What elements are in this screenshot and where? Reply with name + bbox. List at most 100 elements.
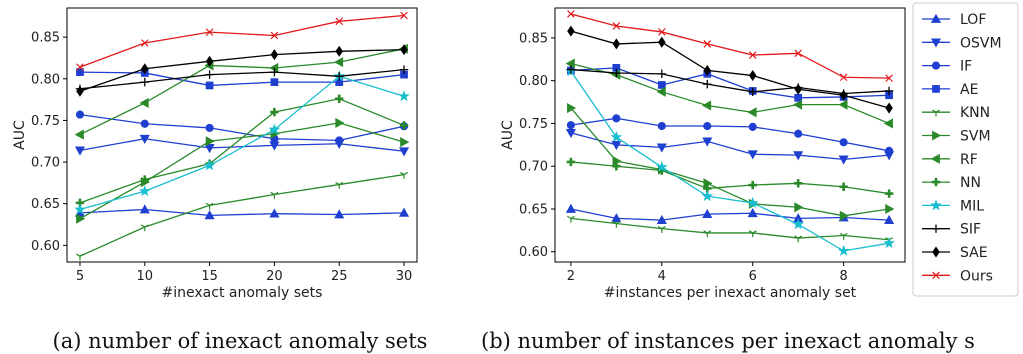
data-point [140, 39, 149, 47]
x-tick-label: 20 [266, 269, 283, 284]
legend-marker [931, 177, 941, 187]
data-point [656, 214, 667, 224]
data-point [140, 175, 149, 184]
data-point [703, 79, 712, 89]
series-line [570, 107, 890, 217]
series-line [570, 67, 890, 99]
legend-marker [931, 224, 941, 233]
series-sif [75, 65, 409, 93]
data-point [794, 83, 802, 95]
series-knn [76, 171, 408, 261]
chart-b: 2 4 6 8 0.60 0.65 0.70 0.75 0.80 0.85 #instances p… [481, 7, 975, 353]
series-osvm [565, 129, 895, 165]
legend-label: KNN [960, 105, 990, 121]
data-point [76, 85, 84, 97]
caption: (a) number of inexact anomaly sets [53, 329, 428, 353]
data-point [838, 99, 848, 110]
legend-entry-ours: Ours [922, 268, 993, 284]
data-point [333, 57, 344, 68]
series-sae [76, 44, 408, 97]
data-point [839, 232, 848, 240]
legend-marker [930, 153, 940, 164]
data-point [398, 147, 410, 157]
legend-label: SIF [960, 222, 981, 238]
legend: LOF OSVM IF AE KNN SVM RF NN MIL SIF SAE Ours [912, 2, 1019, 297]
data-point [839, 210, 849, 221]
data-point [334, 209, 345, 219]
data-point [139, 134, 150, 144]
data-point [567, 25, 575, 37]
data-point [270, 49, 279, 61]
y-axis-label: AUC [12, 120, 28, 150]
legend-label: SAE [960, 245, 988, 261]
data-point [270, 191, 279, 199]
y-tick-label: 0.70 [519, 160, 548, 175]
data-point [400, 137, 410, 148]
y-tick-label: 0.65 [31, 197, 60, 212]
data-point [140, 119, 149, 128]
data-point [839, 138, 848, 147]
data-point [74, 129, 84, 140]
series-nn [566, 157, 894, 198]
series-ours [567, 10, 893, 82]
legend-marker [932, 85, 940, 93]
series-line [570, 62, 890, 125]
data-point [884, 86, 894, 96]
caption: (b) number of instances per inexact anom… [481, 329, 975, 353]
x-tick-label: 25 [331, 269, 348, 284]
data-point [567, 10, 575, 18]
series-line [79, 173, 405, 257]
series-if [566, 114, 894, 155]
data-point [204, 210, 215, 220]
data-point [884, 214, 895, 224]
data-point [657, 226, 666, 233]
legend-entry-sif: SIF [922, 222, 981, 238]
data-point [335, 45, 343, 57]
data-point [747, 107, 757, 118]
data-point [400, 44, 408, 56]
data-point [794, 93, 803, 102]
x-tick-label: 5 [76, 269, 84, 284]
data-point [793, 151, 804, 161]
data-point [204, 144, 215, 154]
series-line [79, 208, 405, 217]
data-point [74, 203, 86, 215]
data-point [76, 68, 84, 76]
y-tick-label: 0.85 [519, 31, 548, 46]
y-axis-label: AUC [500, 120, 516, 150]
data-point [748, 51, 757, 59]
y-tick-label: 0.70 [31, 156, 60, 171]
x-tick-label: 15 [201, 269, 218, 284]
series-line [79, 14, 405, 68]
data-point [268, 123, 281, 135]
legend-marker [932, 246, 940, 258]
data-point [565, 129, 576, 139]
legend-marker [930, 199, 942, 211]
series-line [570, 117, 890, 152]
data-point [883, 118, 893, 129]
series-if [75, 110, 409, 145]
series-line [79, 68, 405, 90]
legend-entry-sae: SAE [922, 245, 988, 261]
data-point [205, 81, 214, 90]
data-point [658, 36, 666, 48]
data-point [885, 102, 893, 114]
legend-entry-mil: MIL [922, 198, 984, 214]
legend-label: LOF [960, 12, 986, 28]
data-point [205, 123, 214, 132]
data-point [612, 38, 621, 50]
data-point [837, 244, 850, 256]
data-point [703, 64, 712, 76]
legend-box [912, 2, 1019, 297]
data-point [839, 89, 848, 101]
data-point [610, 131, 623, 143]
series-rf [74, 43, 408, 140]
x-tick-label: 8 [839, 269, 847, 284]
data-point [748, 70, 757, 82]
data-point [399, 65, 409, 74]
series-ae [76, 68, 408, 90]
series-line [570, 70, 890, 252]
series-line [570, 68, 890, 95]
legend-label: SVM [960, 129, 991, 145]
data-point [139, 97, 149, 108]
